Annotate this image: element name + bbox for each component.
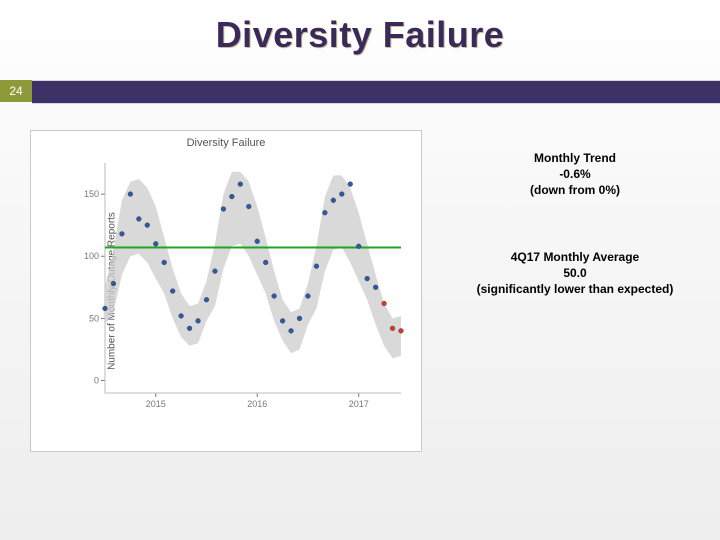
data-point — [297, 316, 302, 321]
data-point — [356, 244, 361, 249]
data-point — [238, 182, 243, 187]
data-point — [331, 198, 336, 203]
data-point — [111, 281, 116, 286]
data-point — [162, 260, 167, 265]
svg-text:2017: 2017 — [349, 399, 369, 409]
data-point — [179, 314, 184, 319]
page-title: Diversity Failure — [216, 14, 505, 56]
avg-heading: 4Q17 Monthly Average — [440, 249, 710, 265]
trend-note: (down from 0%) — [440, 182, 710, 198]
data-point — [170, 289, 175, 294]
data-point — [339, 192, 344, 197]
trend-block: Monthly Trend -0.6% (down from 0%) — [440, 150, 710, 199]
chart-title: Diversity Failure — [31, 131, 421, 149]
page-number: 24 — [0, 80, 32, 102]
avg-value: 50.0 — [440, 265, 710, 281]
avg-note: (significantly lower than expected) — [440, 281, 710, 297]
svg-text:0: 0 — [94, 376, 99, 386]
trend-heading: Monthly Trend — [440, 150, 710, 166]
data-point — [187, 326, 192, 331]
data-point — [390, 326, 395, 331]
data-point — [213, 269, 218, 274]
data-point — [280, 318, 285, 323]
data-point — [204, 297, 209, 302]
svg-text:150: 150 — [84, 189, 99, 199]
svg-text:2015: 2015 — [146, 399, 166, 409]
title-area: Diversity Failure — [0, 0, 720, 56]
trend-value: -0.6% — [440, 166, 710, 182]
data-point — [145, 223, 150, 228]
data-point — [136, 217, 141, 222]
data-point — [289, 328, 294, 333]
data-point — [348, 182, 353, 187]
data-point — [229, 194, 234, 199]
data-point — [246, 204, 251, 209]
page-root: Diversity Failure 24 Diversity Failure N… — [0, 0, 720, 540]
data-point — [272, 294, 277, 299]
svg-text:2016: 2016 — [247, 399, 267, 409]
data-point — [365, 276, 370, 281]
data-point — [263, 260, 268, 265]
data-point — [314, 264, 319, 269]
avg-block: 4Q17 Monthly Average 50.0 (significantly… — [440, 249, 710, 298]
plot-area: 0 50 100 150 2015 2016 2017 — [77, 157, 407, 417]
svg-text:100: 100 — [84, 251, 99, 261]
svg-text:50: 50 — [89, 313, 99, 323]
data-point — [221, 207, 226, 212]
data-point — [120, 231, 125, 236]
data-point — [399, 328, 404, 333]
data-point — [128, 192, 133, 197]
data-point — [382, 301, 387, 306]
side-text: Monthly Trend -0.6% (down from 0%) 4Q17 … — [440, 150, 710, 347]
data-point — [373, 285, 378, 290]
data-point — [322, 210, 327, 215]
header-bar — [32, 80, 720, 104]
data-point — [255, 239, 260, 244]
data-point — [196, 318, 201, 323]
content-area: Diversity Failure Number of Monthly Outa… — [10, 120, 710, 530]
chart-svg: 0 50 100 150 2015 2016 2017 — [77, 157, 407, 417]
data-point — [103, 306, 108, 311]
chart-container: Diversity Failure Number of Monthly Outa… — [30, 130, 422, 452]
data-point — [306, 294, 311, 299]
confidence-band — [105, 172, 401, 358]
data-point — [153, 241, 158, 246]
